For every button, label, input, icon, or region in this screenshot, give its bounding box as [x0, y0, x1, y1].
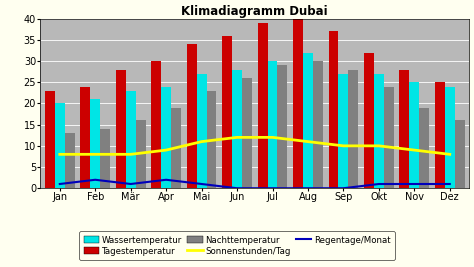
Bar — [81, 87, 90, 188]
Bar — [136, 120, 146, 188]
Bar — [45, 91, 55, 188]
Bar — [384, 87, 394, 188]
Bar — [374, 74, 384, 188]
Bar — [435, 82, 445, 188]
Bar — [455, 120, 465, 188]
Bar — [293, 19, 303, 188]
Bar — [364, 53, 374, 188]
Bar — [419, 108, 429, 188]
Bar — [222, 36, 232, 188]
Bar — [90, 99, 100, 188]
Bar — [348, 70, 358, 188]
Bar — [187, 44, 197, 188]
Bar — [171, 108, 181, 188]
Bar — [303, 53, 313, 188]
Bar — [100, 129, 110, 188]
Bar — [267, 61, 277, 188]
Bar — [257, 23, 267, 188]
Title: Klimadiagramm Dubai: Klimadiagramm Dubai — [182, 5, 328, 18]
Bar — [277, 65, 287, 188]
Bar — [161, 87, 171, 188]
Bar — [338, 74, 348, 188]
Bar — [410, 82, 419, 188]
Bar — [232, 70, 242, 188]
Bar — [197, 74, 207, 188]
Bar — [116, 70, 126, 188]
Bar — [242, 78, 252, 188]
Bar — [65, 133, 75, 188]
Bar — [400, 70, 410, 188]
Bar — [207, 91, 217, 188]
Bar — [328, 32, 338, 188]
Legend: Wassertemperatur, Tagestemperatur, Nachttemperatur, Sonnenstunden/Tag, Regentage: Wassertemperatur, Tagestemperatur, Nacht… — [79, 231, 395, 260]
Bar — [445, 87, 455, 188]
Bar — [55, 104, 65, 188]
Bar — [313, 61, 323, 188]
Bar — [151, 61, 161, 188]
Bar — [126, 91, 136, 188]
